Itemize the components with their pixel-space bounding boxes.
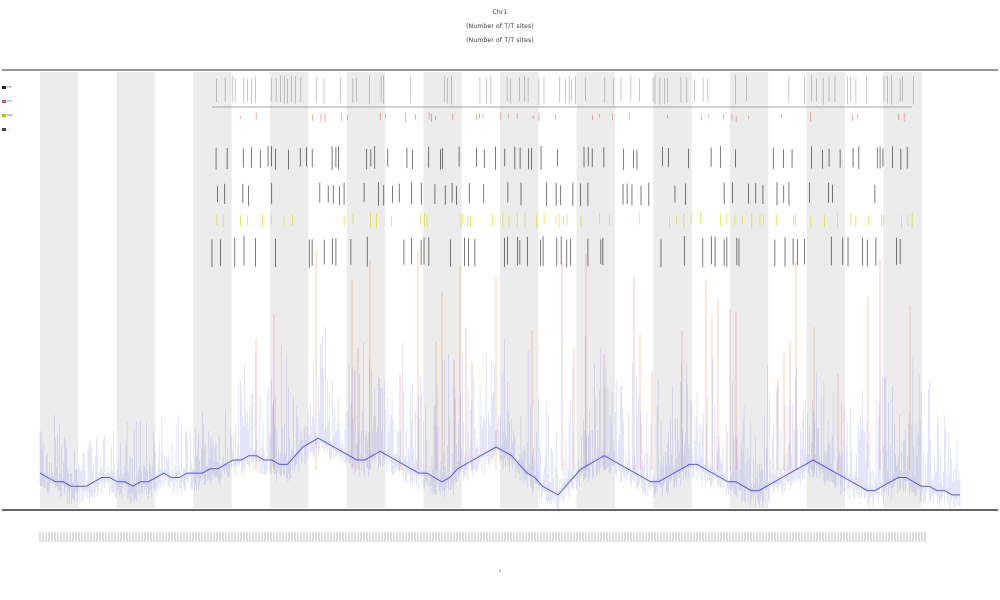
shaded-band [270,72,309,508]
shaded-bands [40,72,922,508]
legend-item: A/G [2,108,14,122]
shaded-band [423,72,462,508]
legend-item: — [2,122,14,136]
legend-label: T/T [7,85,12,89]
shaded-band [40,72,79,508]
x-axis-title: x [498,568,502,573]
legend-swatch [2,113,6,117]
shaded-band [730,72,769,508]
shaded-band [116,72,155,508]
legend-label: C/T [7,99,12,103]
x-axis-ticks [39,532,926,542]
coverage-line [39,437,960,496]
shaded-band [653,72,692,508]
chart-subtitle-1: (Number of T/T sites) [466,23,534,30]
chart-title-block: Chr1 (Number of T/T sites) (Number of T/… [0,6,1000,48]
legend-label: — [7,127,10,131]
coverage-series [39,325,961,512]
legend-item: T/T [2,80,14,94]
chart-title: Chr1 [492,9,508,16]
shaded-band [883,72,922,508]
shaded-band [193,72,232,508]
shaded-band [576,72,615,508]
legend-label: A/G [7,113,13,117]
legend-swatch [2,99,6,103]
legend: T/T C/T A/G — [2,80,14,136]
legend-swatch [2,127,6,131]
shaded-band [806,72,845,508]
chart-subtitle-2: (Number of T/T sites) [466,37,534,44]
shaded-band [346,72,385,508]
legend-swatch [2,85,6,89]
legend-item: C/T [2,94,14,108]
annotation-tracks [211,75,914,470]
